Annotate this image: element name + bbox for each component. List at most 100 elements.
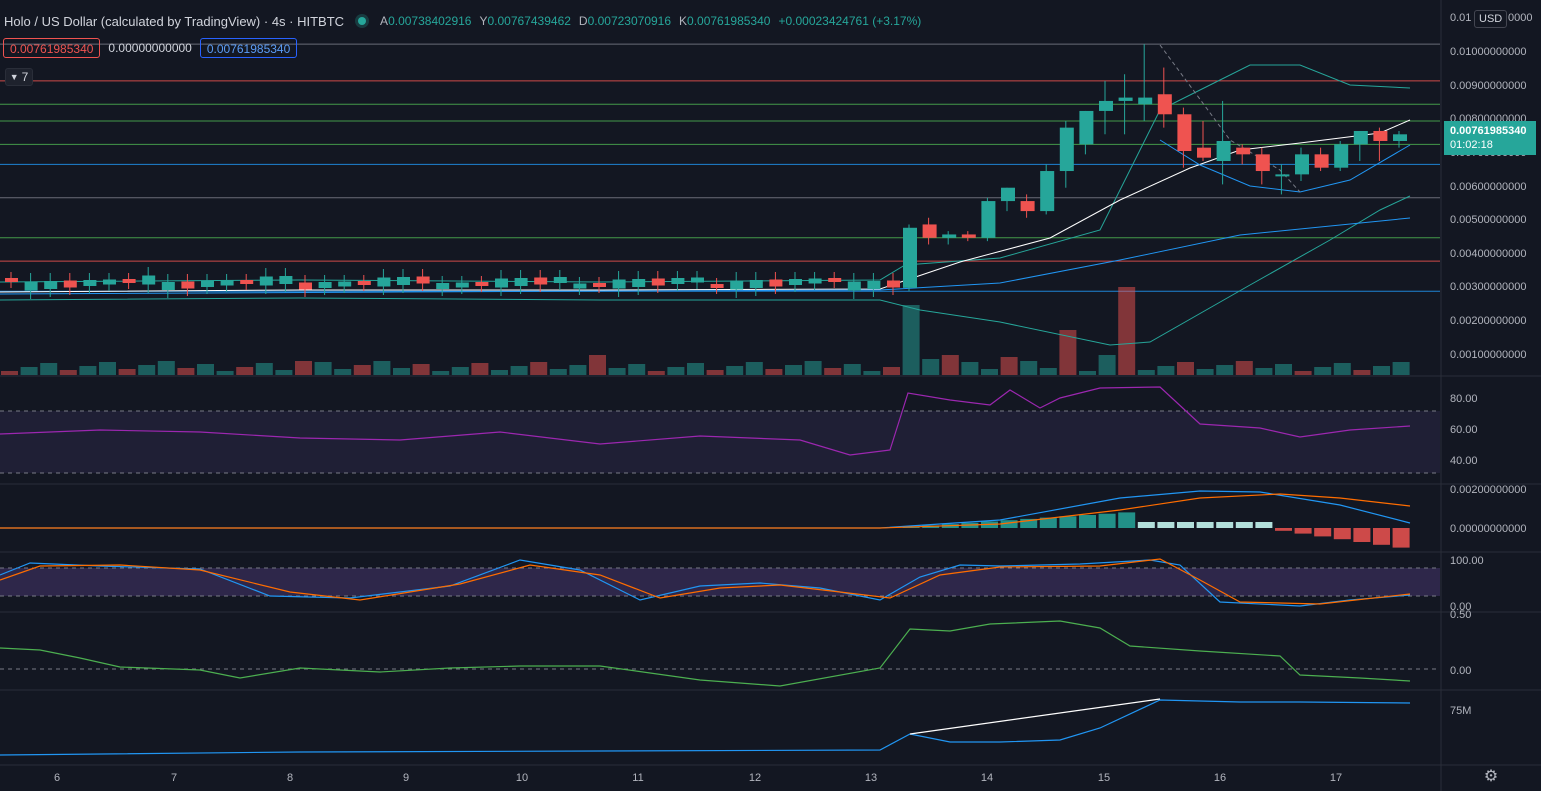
volume-bar [549, 369, 567, 375]
volume-bar [1373, 366, 1390, 375]
macd-histogram-bar [1392, 528, 1410, 548]
candle-body [240, 280, 254, 284]
candle-body [377, 277, 391, 287]
candle-body [201, 281, 214, 287]
macd-signal-line [0, 493, 1411, 529]
rsi-pane [0, 386, 1440, 474]
candle-body [83, 280, 97, 286]
volume-bar [118, 369, 136, 375]
candle-body [1118, 97, 1133, 101]
symbol-title[interactable]: Holo / US Dollar (calculated by TradingV… [4, 13, 345, 29]
candle-body [357, 281, 371, 285]
candle-body [730, 280, 744, 290]
osc-tick: 0.50 [1450, 609, 1471, 621]
spread-value: 0.00000000000 [108, 41, 192, 55]
ohlc-low: D0.00723070916 [578, 14, 672, 28]
volume-bar [373, 361, 391, 375]
price-tick: 0.00900000000 [1450, 80, 1526, 92]
volume-bar [1000, 357, 1018, 375]
time-tick: 13 [865, 772, 877, 784]
candle-body [103, 279, 116, 285]
stoch-band [0, 568, 1440, 596]
currency-button[interactable]: USD [1474, 10, 1508, 28]
candle-body [828, 278, 842, 282]
candle-body [1177, 114, 1192, 152]
candle-body [981, 201, 996, 238]
volume-bar [59, 370, 77, 375]
candle-body [299, 282, 312, 290]
volume-bar [530, 362, 548, 375]
macd-histogram-bar [1039, 517, 1057, 528]
candle-body [942, 234, 957, 238]
volume-bar [765, 369, 783, 375]
volume-bar [334, 369, 352, 375]
volume-bar [902, 305, 920, 375]
gear-icon[interactable]: ⚙ [1483, 768, 1499, 785]
volume-bar [804, 361, 822, 375]
macd-histogram-bar [1235, 522, 1253, 528]
volume-bar [1216, 365, 1234, 375]
macd-histogram-bar [1157, 522, 1175, 528]
sell-price-box[interactable]: 0.00761985340 [3, 38, 101, 58]
candle-body [220, 280, 234, 286]
candle-body [867, 281, 881, 289]
candle-body [573, 283, 587, 289]
candle-body [903, 227, 917, 288]
volume-bar [628, 364, 646, 375]
candle-body [593, 283, 606, 287]
candle-body [1001, 187, 1015, 202]
price-tick: 0000 [1508, 12, 1532, 24]
volume-bar [1118, 287, 1136, 375]
stoch-tick: 0.00 [1450, 601, 1471, 613]
candle-body [691, 277, 704, 283]
volume-bar [941, 355, 959, 375]
macd-histogram-bar [1314, 528, 1332, 537]
macd-histogram-bar [1079, 515, 1096, 528]
volume-bar [432, 371, 450, 375]
macd-tick: 0.00000000000 [1450, 523, 1526, 535]
divergence-line [909, 698, 1161, 735]
macd-tick: 0.00200000000 [1450, 484, 1526, 496]
stoch-d-line [0, 558, 1411, 605]
volume-bar [608, 368, 626, 375]
volume-bar [451, 367, 469, 375]
candle-body [847, 281, 861, 291]
candle-body [1236, 147, 1251, 155]
volume-bar [667, 367, 685, 375]
candle-body [769, 279, 783, 287]
candle-body [671, 278, 685, 284]
trend-dashed-line [1159, 44, 1301, 193]
time-tick: 8 [287, 772, 293, 784]
stoch-k-line [0, 559, 1411, 607]
candle-body [279, 276, 293, 284]
volume-bar [1294, 371, 1312, 375]
volume-osc-line [0, 699, 1411, 756]
volume-bar [177, 368, 195, 375]
candle-body [1099, 100, 1113, 111]
time-tick: 16 [1214, 772, 1226, 784]
candle-body [1138, 97, 1153, 105]
volume-bar [157, 361, 175, 375]
volume-bar [1098, 355, 1116, 375]
candle-body [1197, 147, 1211, 158]
candle-body [259, 276, 273, 286]
macd-histogram-bar [1255, 522, 1273, 528]
macd-histogram-bar [1020, 518, 1038, 528]
indicators-collapse-button[interactable]: ▼ 7 [5, 68, 33, 86]
volume-bar [1177, 362, 1194, 375]
volume-bar [20, 367, 38, 375]
volume-bar [1, 371, 18, 375]
candles[interactable] [5, 44, 1407, 299]
candle-body [495, 278, 508, 288]
candle-body [142, 275, 156, 285]
ohlc-close: K0.00761985340 [679, 14, 771, 28]
price-tick: 0.00500000000 [1450, 214, 1526, 226]
last-price-label: 0.00761985340 01:02:18 [1444, 121, 1536, 155]
buy-price-box[interactable]: 0.00761985340 [199, 38, 298, 58]
volume-bar [393, 368, 410, 375]
time-tick: 15 [1098, 772, 1110, 784]
horizontal-levels [0, 43, 1440, 292]
axes: 0.01 00000.010000000000.009000000000.0080… [54, 12, 1533, 784]
volume-bar [491, 370, 508, 375]
